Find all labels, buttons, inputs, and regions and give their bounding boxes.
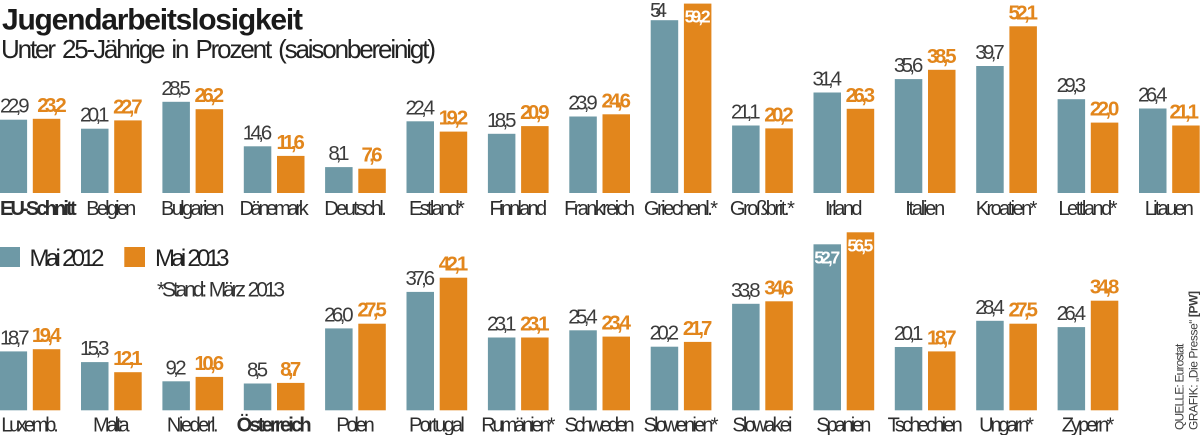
svg-text:23, 9: 23, 9 (568, 93, 598, 115)
svg-text:31, 4: 31, 4 (812, 69, 842, 91)
svg-text:Rumänien*: Rumänien* (481, 415, 555, 435)
svg-text:20, 2: 20, 2 (650, 323, 680, 345)
svg-text:33, 8: 33, 8 (731, 280, 761, 302)
svg-text:*Stand: März 2013: *Stand: März 2013 (157, 279, 285, 302)
svg-text:19, 2: 19, 2 (439, 108, 469, 130)
svg-text:Jugendarbeitslosigkeit: Jugendarbeitslosigkeit (2, 3, 303, 36)
svg-text:20, 2: 20, 2 (764, 104, 794, 126)
svg-text:28, 5: 28, 5 (161, 78, 191, 100)
svg-text:21, 1: 21, 1 (1169, 102, 1199, 124)
svg-text:Bulgarien: Bulgarien (161, 198, 224, 220)
svg-text:26, 4: 26, 4 (1057, 303, 1087, 325)
svg-text:Österreich: Österreich (237, 414, 312, 435)
svg-text:20, 1: 20, 1 (80, 105, 110, 127)
svg-text:Spanien: Spanien (816, 415, 871, 435)
svg-text:10, 6: 10, 6 (195, 353, 225, 375)
svg-text:Slowakei: Slowakei (732, 415, 792, 435)
svg-text:39, 7: 39, 7 (975, 42, 1005, 64)
svg-text:26, 3: 26, 3 (846, 85, 876, 107)
svg-text:8, 5: 8, 5 (247, 360, 268, 382)
svg-text:38, 5: 38, 5 (927, 46, 957, 68)
svg-text:8, 7: 8, 7 (280, 359, 301, 381)
svg-text:26, 2: 26, 2 (195, 85, 225, 107)
svg-text:Tschechien: Tschechien (888, 415, 963, 435)
svg-text:Mai 2012: Mai 2012 (30, 245, 105, 272)
svg-text:54: 54 (650, 0, 667, 22)
svg-text:23, 1: 23, 1 (520, 314, 550, 336)
svg-text:Estland*: Estland* (409, 198, 465, 220)
svg-text:21, 7: 21, 7 (683, 318, 713, 340)
svg-text:Deutschl.: Deutschl. (324, 198, 387, 220)
svg-text:24, 6: 24, 6 (601, 90, 631, 112)
svg-text:Litauen: Litauen (1145, 198, 1194, 220)
svg-text:12, 1: 12, 1 (113, 348, 142, 370)
svg-text:52, 1: 52, 1 (1008, 2, 1037, 24)
svg-text:28, 4: 28, 4 (975, 297, 1005, 319)
svg-text:Griechenl.*: Griechenl.* (644, 198, 718, 220)
svg-text:26, 4: 26, 4 (1138, 85, 1168, 107)
svg-text:Lettland*: Lettland* (1058, 198, 1117, 220)
svg-text:EU-Schnitt: EU-Schnitt (0, 198, 77, 220)
svg-text:Kroatien*: Kroatien* (976, 198, 1038, 220)
svg-text:56, 5: 56, 5 (847, 235, 873, 255)
svg-text:Niederl.: Niederl. (167, 415, 219, 435)
svg-text:Polen: Polen (336, 415, 374, 435)
svg-text:Frankreich: Frankreich (564, 198, 635, 220)
svg-text:22, 0: 22, 0 (1090, 99, 1120, 121)
svg-text:34, 8: 34, 8 (1090, 277, 1120, 299)
svg-text:18, 7: 18, 7 (927, 327, 957, 349)
svg-text:Belgien: Belgien (86, 198, 136, 220)
svg-text:8, 1: 8, 1 (328, 143, 349, 165)
svg-text:7, 6: 7, 6 (362, 145, 383, 167)
svg-text:23, 2: 23, 2 (37, 95, 67, 117)
svg-text:25, 4: 25, 4 (568, 306, 598, 328)
svg-text:20, 1: 20, 1 (894, 323, 924, 345)
svg-text:11, 6: 11, 6 (277, 132, 305, 154)
svg-text:22, 7: 22, 7 (113, 96, 142, 118)
svg-text:23, 1: 23, 1 (487, 314, 517, 336)
svg-text:Italien: Italien (905, 198, 945, 220)
svg-text:Dänemark: Dänemark (240, 198, 310, 220)
svg-text:37, 6: 37, 6 (406, 268, 436, 290)
svg-text:52, 7: 52, 7 (814, 247, 840, 267)
svg-text:59, 2: 59, 2 (685, 7, 711, 27)
svg-text:Luxemb.: Luxemb. (1, 415, 59, 435)
svg-text:Ungarn*: Ungarn* (979, 415, 1034, 435)
svg-text:42, 1: 42, 1 (439, 254, 469, 276)
svg-text:26, 0: 26, 0 (324, 304, 354, 326)
svg-text:29, 3: 29, 3 (1057, 75, 1087, 97)
svg-text:Portugal: Portugal (409, 415, 465, 435)
svg-text:21, 1: 21, 1 (731, 102, 761, 124)
svg-text:15, 3: 15, 3 (80, 338, 110, 360)
svg-text:Finnland: Finnland (490, 198, 548, 220)
svg-text:18, 5: 18, 5 (487, 110, 517, 132)
svg-text:Malta: Malta (93, 415, 131, 435)
svg-text:Großbrit.*: Großbrit.* (730, 198, 795, 220)
svg-text:20, 9: 20, 9 (520, 102, 550, 124)
svg-text:Mai 2013: Mai 2013 (155, 245, 230, 272)
svg-text:22, 9: 22, 9 (0, 96, 29, 118)
svg-text:18, 7: 18, 7 (0, 327, 29, 349)
svg-text:23, 4: 23, 4 (601, 313, 631, 335)
svg-text:27, 5: 27, 5 (357, 300, 387, 322)
svg-text:GRAFIK: „Die Presse“ [PW]: GRAFIK: „Die Presse“ [PW] (1187, 291, 1200, 430)
svg-text:Slowenien*: Slowenien* (643, 415, 718, 435)
svg-text:27, 5: 27, 5 (1008, 300, 1037, 322)
svg-text:QUELLE: Eurostat: QUELLE: Eurostat (1173, 343, 1187, 430)
svg-text:Zypern*: Zypern* (1062, 415, 1115, 435)
svg-text:Schweden: Schweden (565, 415, 635, 435)
svg-text:19, 4: 19, 4 (32, 325, 62, 347)
svg-text:35, 6: 35, 6 (894, 55, 924, 77)
svg-text:34, 6: 34, 6 (764, 277, 794, 299)
svg-text:22, 4: 22, 4 (406, 97, 436, 119)
svg-text:Irland: Irland (825, 198, 863, 220)
svg-text:9, 2: 9, 2 (166, 357, 187, 379)
svg-text:14, 6: 14, 6 (243, 122, 273, 144)
svg-text:Unter 25-Jährige in Prozent (s: Unter 25-Jährige in Prozent (saisonberei… (1, 34, 436, 64)
